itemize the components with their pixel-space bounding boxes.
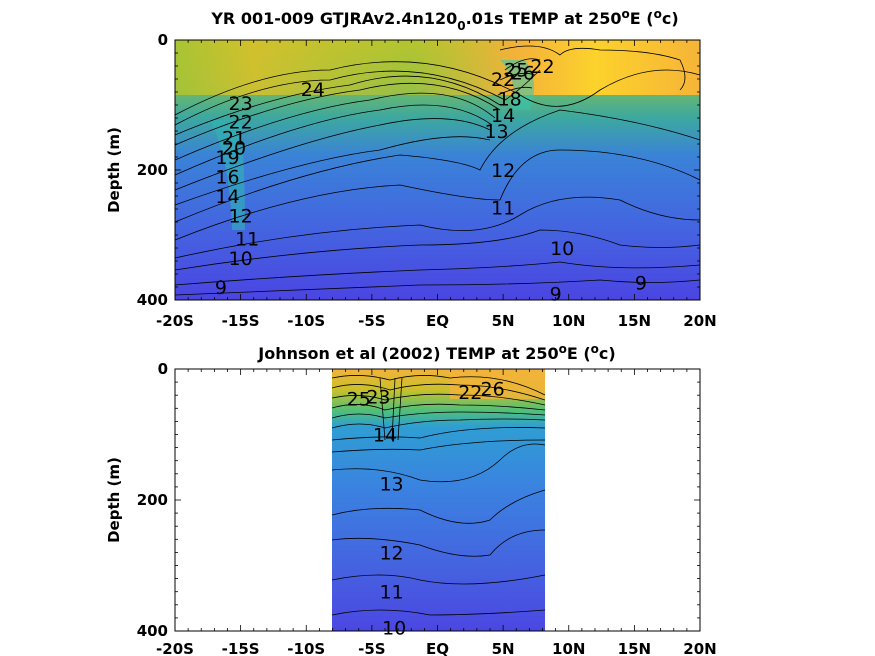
panel-1-x-axis: -20S -15S -10S -5S EQ 5N 10N 15N 20N (156, 40, 717, 330)
x-tick-label: EQ (426, 312, 449, 330)
x-tick-label: 5N (492, 312, 515, 330)
contour-label: 20 (222, 137, 246, 159)
x-tick-label: 15N (618, 640, 651, 656)
y-tick-label: 200 (137, 491, 168, 509)
panel-1-y-axis-label: Depth (m) (105, 127, 123, 213)
x-tick-label: -15S (222, 640, 260, 656)
y-tick-label: 200 (137, 161, 168, 179)
contour-label: 18 (498, 89, 522, 111)
panel-1-title: YR 001-009 GTJRAv2.4n1200.01s TEMP at 25… (210, 7, 678, 33)
x-tick-label: EQ (426, 640, 449, 656)
contour-label: 14 (215, 186, 239, 208)
x-tick-label: 10N (552, 312, 585, 330)
contour-label: 26 (511, 63, 535, 85)
contour-label: 13 (484, 121, 508, 143)
contour-label: 24 (301, 79, 325, 101)
x-tick-label: -10S (287, 312, 325, 330)
panel-1-contour-labels: 2423222120191614121110913141822252622121… (215, 56, 647, 306)
contour-label: 22 (530, 56, 554, 78)
contour-label: 13 (379, 474, 403, 496)
x-tick-label: -20S (156, 312, 194, 330)
contour-label: 14 (491, 105, 515, 127)
contour-label: 23 (229, 93, 253, 115)
contour-label: 11 (379, 582, 403, 604)
contour-label: 9 (550, 284, 562, 306)
contour-label: 12 (379, 542, 403, 564)
y-tick-label: 0 (158, 31, 168, 49)
contour-label: 22 (458, 382, 482, 404)
x-tick-label: 10N (552, 640, 585, 656)
contour-label: 23 (366, 387, 390, 409)
panel-2-contours (331, 375, 546, 616)
contour-label: 21 (222, 128, 246, 150)
contour-label: 22 (491, 69, 515, 91)
panel-1: YR 001-009 GTJRAv2.4n1200.01s TEMP at 25… (105, 7, 717, 330)
panel-1-contours (174, 45, 701, 296)
contour-label: 16 (215, 167, 239, 189)
contour-label: 10 (382, 618, 406, 640)
panel-1-y-axis: 0 200 400 (137, 31, 700, 309)
x-tick-label: -10S (287, 640, 325, 656)
contour-label: 11 (491, 198, 515, 220)
x-tick-label: -15S (222, 312, 260, 330)
y-tick-label: 0 (158, 360, 168, 378)
contour-label: 25 (347, 388, 371, 410)
x-tick-label: 20N (683, 312, 716, 330)
contour-label: 9 (635, 272, 647, 294)
contour-label: 9 (215, 277, 227, 299)
contour-label: 10 (229, 248, 253, 270)
contour-label: 25 (504, 59, 528, 81)
panel-2-y-axis-label: Depth (m) (105, 457, 123, 543)
panel-2-y-axis: 0 200 400 (137, 360, 700, 640)
contour-label: 26 (481, 379, 505, 401)
y-tick-label: 400 (137, 291, 168, 309)
contour-label: 14 (373, 425, 397, 447)
panel-2: Johnson et al (2002) TEMP at 250oE (oc) … (105, 342, 717, 656)
x-tick-label: -5S (358, 640, 385, 656)
x-tick-label: 20N (683, 640, 716, 656)
contour-label: 11 (235, 228, 259, 250)
panel-2-title: Johnson et al (2002) TEMP at 250oE (oc) (257, 342, 615, 363)
contour-label: 22 (229, 111, 253, 133)
x-tick-label: -20S (156, 640, 194, 656)
contour-label: 19 (215, 147, 239, 169)
contour-label: 10 (550, 238, 574, 260)
x-tick-label: -5S (358, 312, 385, 330)
y-tick-label: 400 (137, 622, 168, 640)
x-tick-label: 5N (492, 640, 515, 656)
contour-label: 12 (491, 160, 515, 182)
x-tick-label: 15N (618, 312, 651, 330)
panel-2-x-axis: -20S -15S -10S -5S EQ 5N 10N 15N 20N (156, 369, 717, 656)
contour-label: 12 (229, 206, 253, 228)
